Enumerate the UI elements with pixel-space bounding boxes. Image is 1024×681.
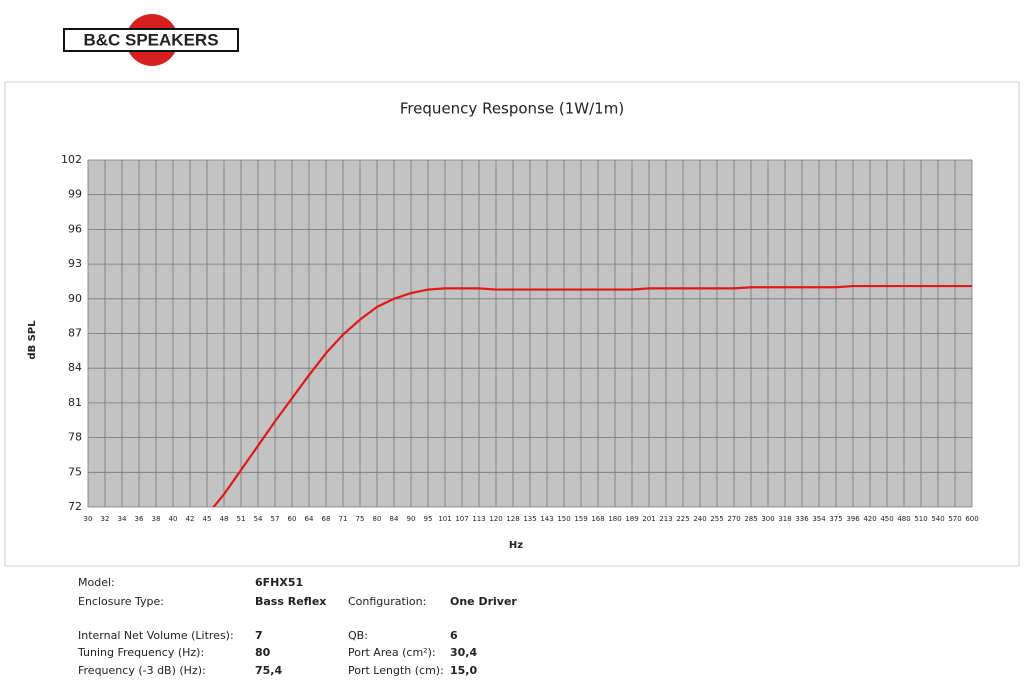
logo-text: B&C SPEAKERS <box>83 30 218 49</box>
x-tick-label: 40 <box>169 515 178 523</box>
x-tick-label: 128 <box>506 515 519 523</box>
spec-value: 75,4 <box>255 664 282 677</box>
x-tick-label: 143 <box>540 515 553 523</box>
x-tick-label: 396 <box>846 515 860 523</box>
x-tick-label: 510 <box>914 515 927 523</box>
spec-label: Model: <box>78 576 115 589</box>
spec-value: 15,0 <box>450 664 477 677</box>
x-tick-label: 95 <box>424 515 433 523</box>
x-tick-label: 336 <box>795 515 809 523</box>
x-tick-label: 64 <box>305 515 314 523</box>
x-tick-label: 90 <box>407 515 416 523</box>
x-tick-label: 285 <box>744 515 757 523</box>
x-tick-label: 270 <box>727 515 740 523</box>
x-tick-label: 255 <box>710 515 723 523</box>
x-tick-label: 38 <box>152 515 161 523</box>
spec-label: Port Area (cm²): <box>348 646 436 659</box>
x-tick-label: 84 <box>390 515 399 523</box>
x-tick-label: 180 <box>608 515 621 523</box>
x-tick-label: 225 <box>676 515 689 523</box>
x-tick-label: 540 <box>931 515 944 523</box>
y-tick-label: 81 <box>68 396 82 409</box>
y-tick-label: 78 <box>68 431 82 444</box>
y-tick-label: 96 <box>68 222 82 235</box>
x-tick-label: 51 <box>237 515 246 523</box>
x-tick-label: 354 <box>812 515 826 523</box>
y-tick-label: 84 <box>68 361 82 374</box>
spec-value: 80 <box>255 646 271 659</box>
x-tick-label: 201 <box>642 515 655 523</box>
x-tick-label: 36 <box>135 515 144 523</box>
spec-value: 30,4 <box>450 646 477 659</box>
spec-value: One Driver <box>450 595 517 608</box>
spec-value: 6 <box>450 629 458 642</box>
x-tick-label: 75 <box>356 515 365 523</box>
x-tick-label: 420 <box>863 515 876 523</box>
spec-label: Tuning Frequency (Hz): <box>77 646 204 659</box>
logo-box <box>63 28 239 52</box>
x-tick-label: 213 <box>659 515 672 523</box>
x-tick-label: 57 <box>271 515 280 523</box>
x-tick-label: 150 <box>557 515 570 523</box>
chart-title: Frequency Response (1W/1m) <box>400 100 624 118</box>
y-axis-label: dB SPL <box>27 320 38 360</box>
x-tick-label: 45 <box>203 515 212 523</box>
y-tick-label: 75 <box>68 465 82 478</box>
spec-label: Enclosure Type: <box>78 595 164 608</box>
x-tick-label: 113 <box>472 515 485 523</box>
x-tick-label: 600 <box>965 515 978 523</box>
x-tick-label: 71 <box>339 515 348 523</box>
spec-value: 6FHX51 <box>255 576 303 589</box>
x-tick-label: 570 <box>948 515 961 523</box>
spec-label: Port Length (cm): <box>348 664 444 677</box>
x-tick-label: 318 <box>778 515 791 523</box>
x-tick-label: 135 <box>523 515 536 523</box>
x-tick-label: 120 <box>489 515 502 523</box>
x-tick-label: 42 <box>186 515 195 523</box>
x-tick-label: 168 <box>591 515 604 523</box>
x-tick-label: 80 <box>373 515 382 523</box>
y-tick-label: 99 <box>68 188 82 201</box>
x-tick-label: 32 <box>101 515 110 523</box>
x-tick-label: 107 <box>455 515 468 523</box>
y-tick-label: 87 <box>68 327 82 340</box>
x-tick-label: 189 <box>625 515 638 523</box>
series-line <box>212 284 972 507</box>
y-tick-label: 72 <box>68 500 82 513</box>
spec-value: Bass Reflex <box>255 595 326 608</box>
x-tick-label: 54 <box>254 515 263 523</box>
x-tick-label: 48 <box>220 515 229 523</box>
spec-label: Frequency (-3 dB) (Hz): <box>78 664 206 677</box>
x-tick-label: 300 <box>761 515 774 523</box>
x-tick-label: 34 <box>118 515 127 523</box>
x-tick-label: 240 <box>693 515 706 523</box>
y-tick-label: 93 <box>68 257 82 270</box>
spec-label: Internal Net Volume (Litres): <box>78 629 234 642</box>
x-tick-label: 159 <box>574 515 587 523</box>
spec-value: 7 <box>255 629 263 642</box>
x-tick-label: 30 <box>84 515 93 523</box>
logo: B&C SPEAKERS <box>63 14 239 66</box>
x-tick-label: 101 <box>438 515 451 523</box>
x-tick-label: 68 <box>322 515 331 523</box>
y-tick-label: 102 <box>61 153 82 166</box>
spec-label: Configuration: <box>348 595 426 608</box>
x-tick-label: 480 <box>897 515 910 523</box>
x-axis-label: Hz <box>509 540 523 551</box>
x-tick-label: 450 <box>880 515 893 523</box>
y-tick-label: 90 <box>68 292 82 305</box>
spec-label: QB: <box>348 629 368 642</box>
x-tick-label: 60 <box>288 515 297 523</box>
x-tick-label: 375 <box>829 515 842 523</box>
